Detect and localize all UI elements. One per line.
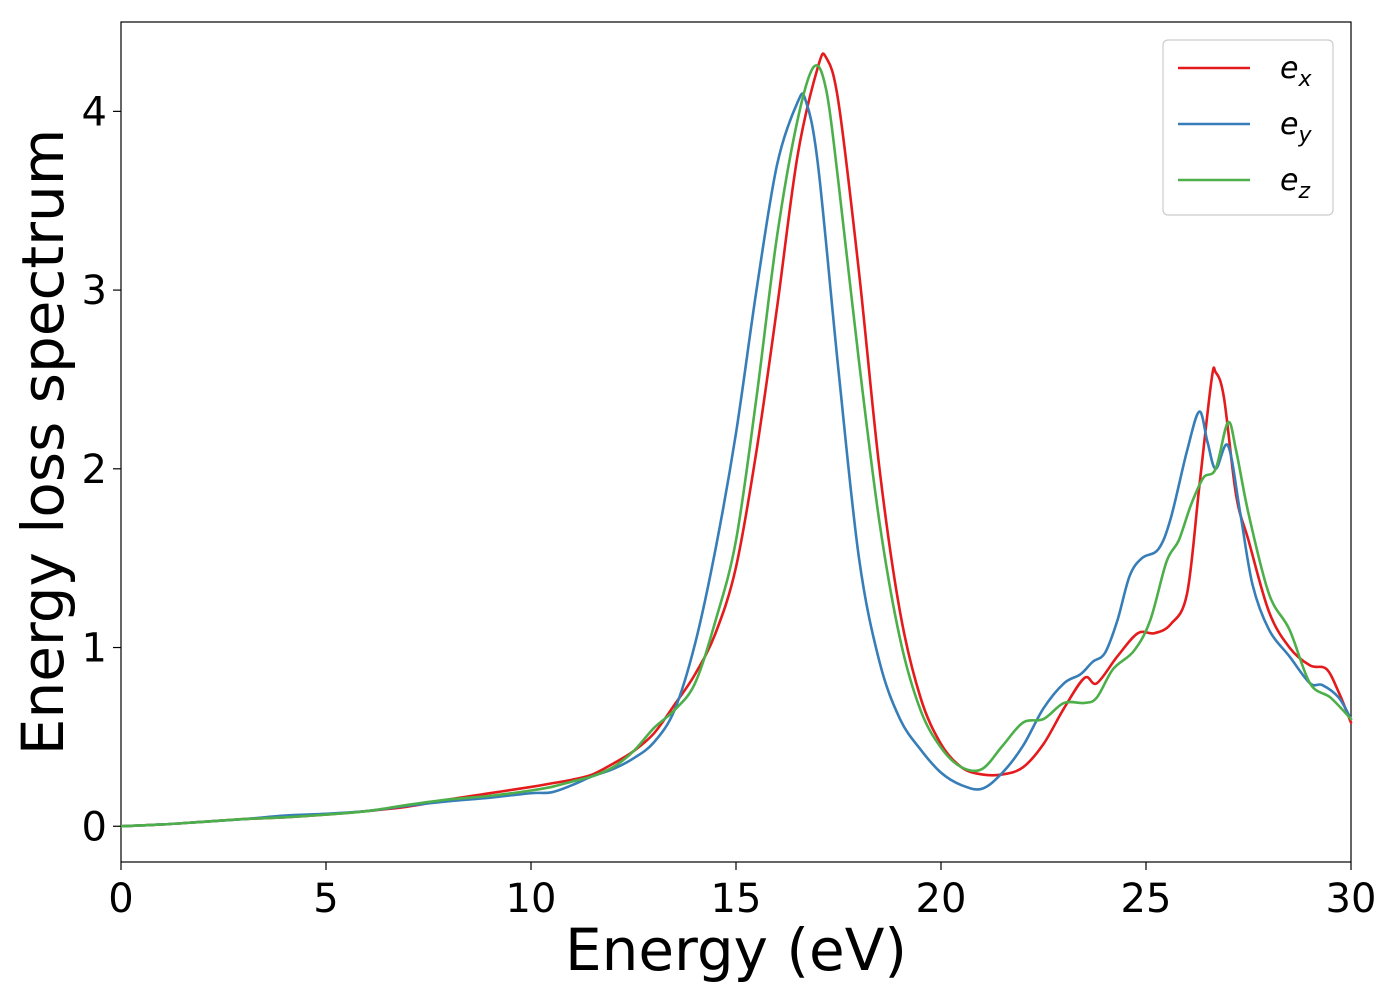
x-tick-label: 0 xyxy=(108,876,133,922)
x-tick-label: 30 xyxy=(1326,876,1377,922)
x-axis-title: Energy (eV) xyxy=(565,916,907,984)
y-tick-label: 3 xyxy=(82,268,107,314)
series-line-z xyxy=(119,64,1353,828)
legend-box xyxy=(1162,39,1334,216)
y-tick-label: 0 xyxy=(82,804,107,850)
x-tick-label: 25 xyxy=(1121,876,1172,922)
x-tick-label: 20 xyxy=(916,876,967,922)
series-line-y xyxy=(119,92,1353,828)
legend-label-y: ey xyxy=(1280,107,1312,148)
x-axis: 0 5 10 15 20 25 30 xyxy=(108,862,1376,922)
y-tick-label: 1 xyxy=(82,626,107,672)
y-axis: 0 1 2 3 4 xyxy=(82,89,121,850)
x-tick-label: 10 xyxy=(506,876,557,922)
series-layer xyxy=(119,52,1353,828)
y-tick-label: 4 xyxy=(82,89,107,135)
legend-label-x: ex xyxy=(1280,51,1312,92)
series-line-x xyxy=(119,52,1353,828)
y-axis-title: Energy loss spectrum xyxy=(9,129,77,755)
plot-area: 0 5 10 15 20 25 30 0 1 2 3 4 xyxy=(82,21,1376,922)
x-tick-label: 5 xyxy=(313,876,338,922)
x-tick-label: 15 xyxy=(711,876,762,922)
y-tick-label: 2 xyxy=(82,447,107,493)
